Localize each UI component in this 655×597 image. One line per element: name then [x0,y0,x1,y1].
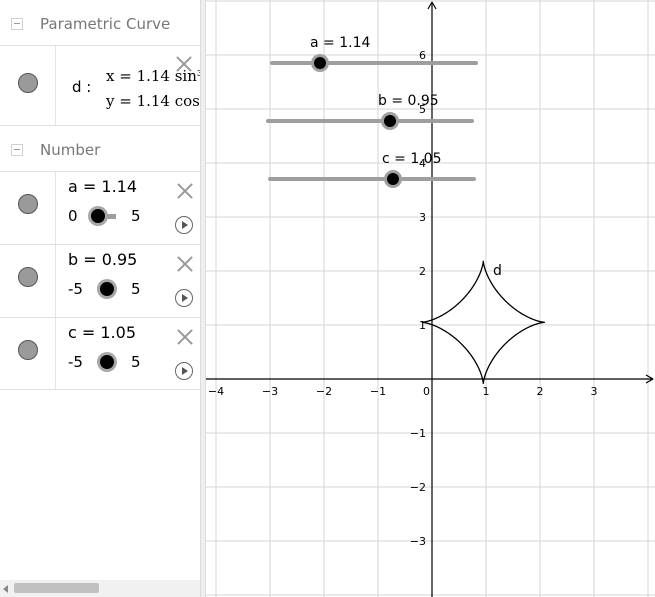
mini-slider-knob[interactable] [100,282,114,296]
slider-max: 5 [131,353,141,371]
y-tick-label: 6 [419,49,426,62]
slider-knob[interactable] [387,173,399,185]
y-tick-label: 5 [419,103,426,116]
slider-c[interactable]: c = 1.05 [268,151,476,188]
curve-definition[interactable]: x = 1.14 sin³ y = 1.14 cos³ [104,64,200,120]
x-tick-label: 1 [483,385,490,398]
graphics-view[interactable]: −4 −3 −2 −1 0 1 2 3 6 5 4 3 2 1 −1 −2 −3 d a = 1.14 b = … [206,0,655,597]
play-icon[interactable] [175,362,193,380]
group-header-number[interactable]: Number [0,128,200,172]
algebra-row-curve-d[interactable]: d : x = 1.14 sin³ y = 1.14 cos³ [0,46,200,126]
slider-min: -5 [68,353,83,371]
x-tick-label: 2 [537,385,544,398]
visibility-toggle[interactable] [18,340,38,360]
scrollbar-thumb[interactable] [14,583,99,593]
mini-slider-knob[interactable] [100,355,114,369]
y-tick-label: 1 [419,319,426,332]
x-tick-label: −4 [208,385,224,398]
x-axis-arrow-icon [645,374,654,384]
algebra-row-slider-b[interactable]: b = 0.95 -5 5 [0,245,200,318]
slider-a[interactable]: a = 1.14 [270,35,478,72]
curve-d[interactable] [421,260,545,384]
y-tick-label: 4 [419,157,426,170]
slider-b[interactable]: b = 0.95 [266,93,474,130]
slider-label: c = 1.05 [382,151,442,167]
slider-label: b = 0.95 [378,93,439,109]
y-tick-label: −3 [410,535,426,548]
slider-min: -5 [68,280,83,298]
y-tick-label: −2 [410,481,426,494]
algebra-row-slider-c[interactable]: c = 1.05 -5 5 [0,318,200,390]
x-tick-label: 3 [591,385,598,398]
x-tick-label: −2 [316,385,332,398]
visibility-toggle[interactable] [18,73,38,93]
grid [206,0,655,597]
algebra-row-slider-a[interactable]: a = 1.14 0 5 [0,172,200,245]
group-title: Number [40,141,101,159]
y-equation: y = 1.14 cos³ [106,92,200,110]
y-tick-label: −1 [410,427,426,440]
play-icon[interactable] [175,289,193,307]
delete-icon[interactable] [176,56,192,72]
delete-icon[interactable] [177,329,193,345]
tick-labels: −4 −3 −2 −1 0 1 2 3 6 5 4 3 2 1 −1 −2 −3 [208,49,598,548]
algebra-view: Parametric Curve d : x = 1.14 sin³ y = 1… [0,0,200,597]
slider-knob[interactable] [384,115,396,127]
y-tick-label: 3 [419,211,426,224]
x-tick-label: 0 [423,385,430,398]
x-tick-label: −3 [262,385,278,398]
collapse-icon[interactable] [11,144,23,156]
slider-max: 5 [131,207,141,225]
x-tick-label: −1 [370,385,386,398]
slider-knob[interactable] [314,57,326,69]
horizontal-scrollbar[interactable] [0,580,200,597]
slider-definition[interactable]: a = 1.14 [68,177,138,196]
slider-definition[interactable]: b = 0.95 [68,250,138,269]
visibility-toggle[interactable] [18,267,38,287]
slider-label: a = 1.14 [310,35,370,51]
y-axis-arrow-icon [427,1,437,10]
delete-icon[interactable] [177,183,193,199]
delete-icon[interactable] [177,256,193,272]
y-tick-label: 2 [419,265,426,278]
group-header-parametric-curve[interactable]: Parametric Curve [0,2,200,46]
curve-label: d : [72,78,92,96]
slider-max: 5 [131,280,141,298]
play-icon[interactable] [175,216,193,234]
panel-divider[interactable] [200,0,206,597]
axes [206,1,654,597]
slider-definition[interactable]: c = 1.05 [68,323,136,342]
collapse-icon[interactable] [11,18,23,30]
slider-min: 0 [68,207,78,225]
group-title: Parametric Curve [40,15,171,33]
visibility-toggle[interactable] [18,194,38,214]
mini-slider-knob[interactable] [91,209,105,223]
curve-label[interactable]: d [493,263,502,279]
scroll-left-icon[interactable] [3,585,8,593]
